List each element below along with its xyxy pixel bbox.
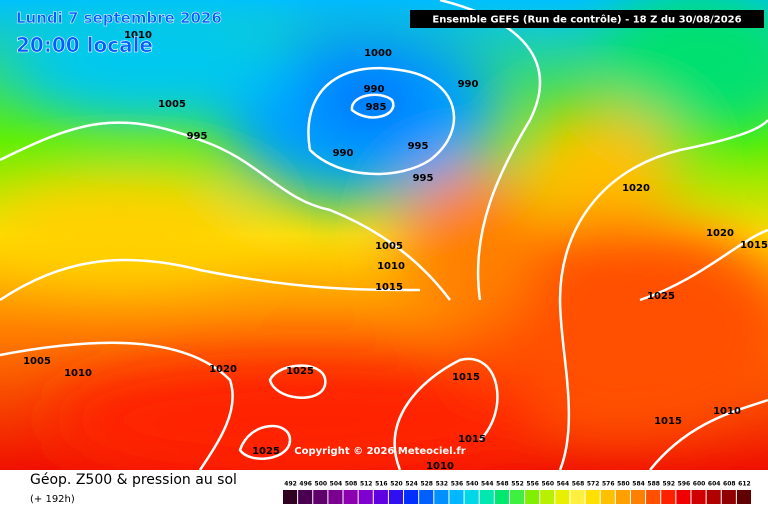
legend-swatch xyxy=(706,490,721,504)
legend-value: 584 xyxy=(632,481,645,488)
legend-swatch xyxy=(615,490,630,504)
legend-value: 600 xyxy=(693,481,706,488)
legend-swatch xyxy=(358,490,373,504)
isobar-label: 990 xyxy=(364,84,385,95)
isobar-label: 1020 xyxy=(622,183,650,194)
model-banner xyxy=(410,10,764,28)
isobar-label: 995 xyxy=(187,131,208,142)
isobar-label: 1005 xyxy=(375,241,403,252)
legend-swatch xyxy=(600,490,615,504)
legend-value: 580 xyxy=(617,481,630,488)
legend-swatch xyxy=(585,490,600,504)
legend-swatch xyxy=(630,490,646,504)
isobar-label: 1005 xyxy=(23,356,51,367)
legend-swatch xyxy=(298,490,313,504)
local-time: 20:00 locale xyxy=(16,33,153,57)
isobar-label: 1010 xyxy=(124,30,152,41)
isobar-label: 1020 xyxy=(706,228,734,239)
legend-value: 504 xyxy=(330,481,343,488)
isobar-label: 1010 xyxy=(64,368,92,379)
legend-swatch xyxy=(721,490,736,504)
legend-value: 540 xyxy=(466,481,479,488)
legend-value: 500 xyxy=(315,481,328,488)
legend-swatch xyxy=(736,490,751,504)
legend-value: 608 xyxy=(723,481,736,488)
legend-swatch xyxy=(646,490,661,504)
legend-value: 552 xyxy=(511,481,524,488)
isobar-label: 1010 xyxy=(377,261,405,272)
legend-swatch xyxy=(479,490,494,504)
legend-value: 576 xyxy=(602,481,615,488)
isobar-label: 990 xyxy=(458,79,479,90)
legend-value: 508 xyxy=(345,481,358,488)
legend-value: 560 xyxy=(541,481,554,488)
legend-swatch xyxy=(464,490,479,504)
legend-value: 604 xyxy=(708,481,721,488)
model-run: Ensemble GEFS (Run de contrôle) - 18 Z d… xyxy=(432,14,741,26)
legend-value: 492 xyxy=(284,481,297,488)
legend-swatch xyxy=(328,490,343,504)
isobar-label: 1025 xyxy=(252,446,280,457)
legend-swatch xyxy=(555,490,570,504)
legend-value: 596 xyxy=(678,481,691,488)
isobar-label: 1010 xyxy=(713,406,741,417)
isobar-label: 1010 xyxy=(426,461,454,472)
date: Lundi 7 septembre 2026 xyxy=(16,9,222,27)
legend-value: 536 xyxy=(451,481,464,488)
legend-swatch xyxy=(494,490,509,504)
isobar-label: 995 xyxy=(413,173,434,184)
legend-swatch xyxy=(691,490,706,504)
isobar-label: 1020 xyxy=(209,364,237,375)
legend-value: 612 xyxy=(738,481,751,488)
isobar-label: 990 xyxy=(333,148,354,159)
legend-value: 528 xyxy=(420,481,433,488)
footer-title: Géop. Z500 & pression au sol xyxy=(30,472,237,488)
legend-value: 512 xyxy=(360,481,373,488)
legend-swatch xyxy=(661,490,676,504)
legend-swatch xyxy=(313,490,328,504)
legend-swatch xyxy=(388,490,404,504)
footer-lead: (+ 192h) xyxy=(30,494,75,505)
isobar-label: 1015 xyxy=(375,282,403,293)
isobar-label: 995 xyxy=(408,141,429,152)
legend-value: 572 xyxy=(587,481,600,488)
isobar-label: 1005 xyxy=(158,99,186,110)
legend-value: 564 xyxy=(557,481,570,488)
legend-swatch xyxy=(434,490,449,504)
legend-swatch xyxy=(525,490,540,504)
z500-field xyxy=(0,0,768,480)
legend-swatch xyxy=(419,490,434,504)
isobar-label: 1000 xyxy=(364,48,392,59)
legend-value: 568 xyxy=(572,481,585,488)
legend-value: 516 xyxy=(375,481,388,488)
isobar-label: 1025 xyxy=(647,291,675,302)
legend-value: 524 xyxy=(405,481,418,488)
legend-swatch xyxy=(540,490,555,504)
isobar-label: 1015 xyxy=(458,434,486,445)
legend-value: 592 xyxy=(663,481,676,488)
legend-swatch xyxy=(404,490,419,504)
isobar-label: 1015 xyxy=(452,372,480,383)
legend-swatch xyxy=(373,490,388,504)
legend-value: 588 xyxy=(647,481,660,488)
isobar-label: 1015 xyxy=(740,240,768,251)
isobar-label: 985 xyxy=(366,102,387,113)
isobar-label: 1015 xyxy=(654,416,682,427)
legend: 492 496 500 504 508 512 516 520 524 528 532 536 540 5… xyxy=(283,481,751,504)
copyright: Copyright © 2026 Meteociel.fr xyxy=(294,446,465,457)
legend-swatch xyxy=(509,490,525,504)
legend-swatch xyxy=(570,490,585,504)
legend-value: 548 xyxy=(496,481,509,488)
legend-swatch xyxy=(449,490,464,504)
isobar-label: 1025 xyxy=(286,366,314,377)
legend-value: 556 xyxy=(526,481,539,488)
legend-swatch xyxy=(676,490,691,504)
legend-swatch xyxy=(343,490,358,504)
legend-value: 496 xyxy=(299,481,312,488)
legend-value: 520 xyxy=(390,481,403,488)
legend-swatch xyxy=(283,490,298,504)
legend-value: 544 xyxy=(481,481,494,488)
legend-value: 532 xyxy=(436,481,449,488)
